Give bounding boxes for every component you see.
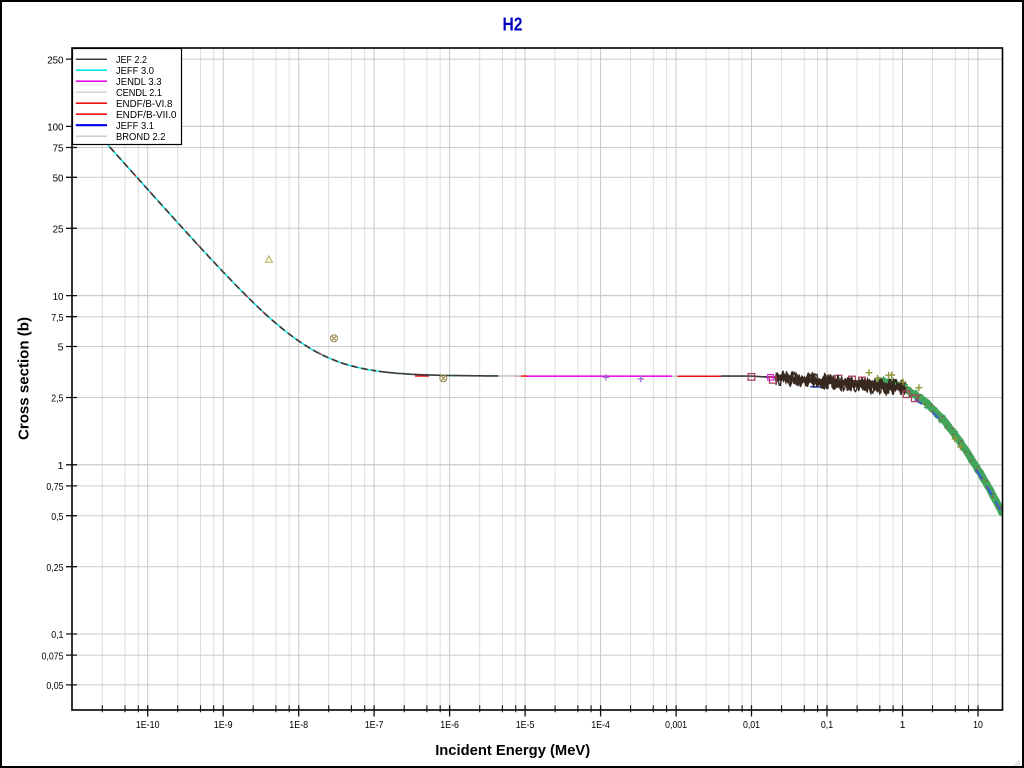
svg-text:0,01: 0,01 (743, 719, 760, 731)
svg-text:1E-4: 1E-4 (591, 719, 610, 731)
svg-text:ENDF/B-VII.0: ENDF/B-VII.0 (116, 109, 177, 121)
svg-text:0,1: 0,1 (51, 629, 63, 641)
svg-text:50: 50 (53, 173, 64, 185)
svg-text:7,5: 7,5 (51, 312, 63, 324)
svg-text:Cross section (b): Cross section (b) (16, 317, 33, 440)
svg-text:0,75: 0,75 (46, 481, 63, 493)
svg-text:JENDL 3.3: JENDL 3.3 (116, 76, 162, 88)
svg-text:25: 25 (53, 224, 64, 236)
svg-text:75: 75 (53, 143, 64, 155)
svg-text:0,25: 0,25 (46, 562, 63, 574)
svg-text:250: 250 (47, 54, 63, 66)
svg-text:5: 5 (58, 342, 64, 354)
svg-text:0,1: 0,1 (821, 719, 833, 731)
svg-text:0,001: 0,001 (665, 719, 687, 731)
svg-text:1E-9: 1E-9 (214, 719, 233, 731)
svg-text:JEF 2.2: JEF 2.2 (116, 54, 147, 66)
svg-text:100: 100 (47, 122, 63, 134)
svg-text:10: 10 (53, 291, 64, 303)
svg-text:JEFF 3.1: JEFF 3.1 (116, 120, 154, 132)
svg-text:1: 1 (900, 719, 906, 731)
svg-text:BROND 2.2: BROND 2.2 (116, 131, 166, 143)
svg-text:0,5: 0,5 (51, 511, 63, 523)
svg-text:0,05: 0,05 (46, 680, 63, 692)
svg-text:1E-6: 1E-6 (440, 719, 459, 731)
svg-text:1E-10: 1E-10 (136, 719, 160, 731)
svg-text:ENDF/B-VI.8: ENDF/B-VI.8 (116, 98, 173, 110)
svg-text:CENDL 2.1: CENDL 2.1 (116, 87, 162, 99)
svg-text:1E-7: 1E-7 (365, 719, 384, 731)
svg-text:1: 1 (58, 460, 64, 472)
svg-text:10: 10 (973, 719, 983, 731)
svg-text:H2: H2 (503, 14, 523, 35)
svg-text:Incident Energy (MeV): Incident Energy (MeV) (435, 742, 590, 759)
svg-text:1E-5: 1E-5 (516, 719, 535, 731)
svg-text:1E-8: 1E-8 (289, 719, 308, 731)
svg-text:JEFF 3.0: JEFF 3.0 (116, 65, 154, 77)
svg-text:2,5: 2,5 (51, 393, 63, 405)
svg-text:0,075: 0,075 (42, 650, 64, 662)
